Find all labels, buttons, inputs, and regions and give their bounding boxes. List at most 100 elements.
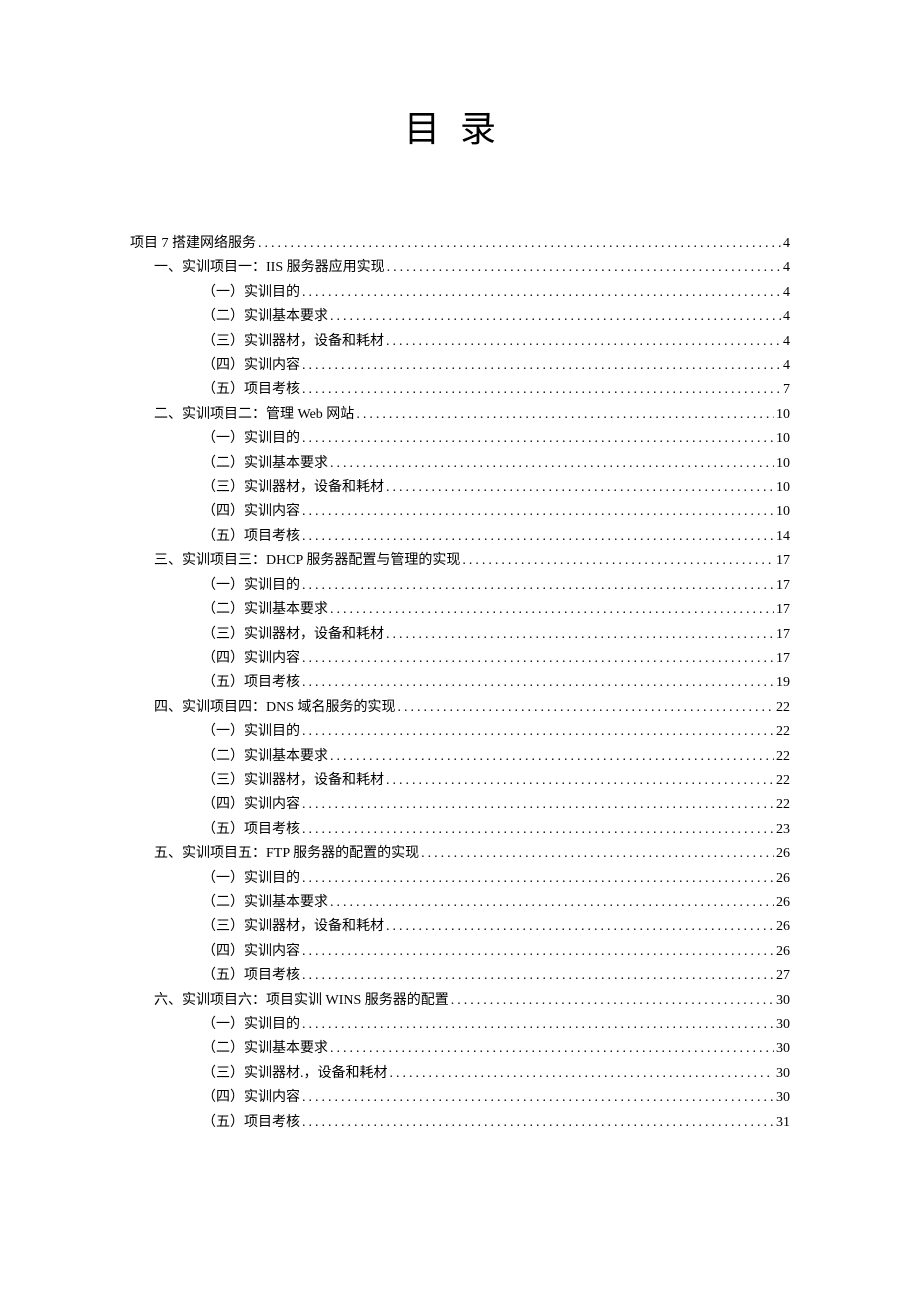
toc-entry-page: 27 xyxy=(776,964,790,988)
toc-entry: （一）实训目的 17 xyxy=(130,574,790,598)
toc-entry-leader xyxy=(302,964,774,988)
toc-entry-label: （四）实训内容 xyxy=(202,940,300,964)
toc-entry-page: 22 xyxy=(776,696,790,720)
toc-entry-label: 项目 7 搭建网络服务 xyxy=(130,232,256,256)
toc-entry: （二）实训基本要求 17 xyxy=(130,598,790,622)
toc-entry: （四）实训内容22 xyxy=(130,793,790,817)
toc-entry-page: 17 xyxy=(776,647,790,671)
toc-entry-label: （二）实训基本要求 xyxy=(202,305,328,329)
toc-entry-label: （一）实训目的 xyxy=(202,867,300,891)
toc-entry-page: 10 xyxy=(776,403,790,427)
toc-entry: （四）实训内容26 xyxy=(130,940,790,964)
toc-entry: （五）项目考核7 xyxy=(130,378,790,402)
toc-entry-label: （三）实训器材，设备和耗材 xyxy=(202,623,384,647)
toc-entry-label: （五）项目考核 xyxy=(202,525,300,549)
toc-entry: （四）实训内容 10 xyxy=(130,500,790,524)
toc-entry-page: 7 xyxy=(783,378,790,402)
toc-entry-label: （四）实训内容 xyxy=(202,647,300,671)
toc-entry-page: 19 xyxy=(776,671,790,695)
toc-entry-leader xyxy=(330,598,774,622)
toc-entry-label: （三）实训器材，设备和耗材 xyxy=(202,769,384,793)
toc-entry: 五、实训项目五：FTP 服务器的配置的实现26 xyxy=(130,842,790,866)
toc-entry: （四）实训内容4 xyxy=(130,354,790,378)
toc-entry-page: 4 xyxy=(783,305,790,329)
toc-entry-leader xyxy=(390,1062,775,1086)
toc-entry-page: 10 xyxy=(776,427,790,451)
toc-entry-leader xyxy=(302,793,774,817)
toc-entry-label: 六、实训项目六：项目实训 WINS 服务器的配置 xyxy=(154,989,449,1013)
toc-entry-leader xyxy=(462,549,774,573)
toc-entry-leader xyxy=(302,354,781,378)
toc-entry-label: （四）实训内容 xyxy=(202,354,300,378)
toc-entry-label: （一）实训目的 xyxy=(202,574,300,598)
toc-entry: （三）实训器材，设备和耗材4 xyxy=(130,330,790,354)
toc-entry: 项目 7 搭建网络服务4 xyxy=(130,232,790,256)
toc-entry: （三）实训器材，设备和耗材26 xyxy=(130,915,790,939)
toc-entry-leader xyxy=(386,330,781,354)
toc-entry-page: 30 xyxy=(776,1037,790,1061)
toc-entry-leader xyxy=(386,476,774,500)
toc-entry-page: 30 xyxy=(776,989,790,1013)
toc-entry-leader xyxy=(356,403,774,427)
toc-entry-label: （五）项目考核 xyxy=(202,964,300,988)
toc-entry-page: 30 xyxy=(776,1013,790,1037)
toc-entry-page: 26 xyxy=(776,915,790,939)
toc-entry-page: 4 xyxy=(783,330,790,354)
toc-entry-leader xyxy=(398,696,774,720)
toc-entry-label: （三）实训器材，设备和耗材 xyxy=(202,476,384,500)
toc-entry-label: （五）项目考核 xyxy=(202,671,300,695)
toc-entry-label: 一、实训项目一：IIS 服务器应用实现 xyxy=(154,256,385,280)
toc-entry-label: （四）实训内容 xyxy=(202,500,300,524)
toc-entry-page: 26 xyxy=(776,891,790,915)
toc-entry-leader xyxy=(302,940,774,964)
toc-entry: （四）实训内容30 xyxy=(130,1086,790,1110)
toc-entry-label: （五）项目考核 xyxy=(202,818,300,842)
toc-entry-label: （二）实训基本要求 xyxy=(202,598,328,622)
toc-entry: （三）实训器材，设备和耗材17 xyxy=(130,623,790,647)
toc-entry-label: （四）实训内容 xyxy=(202,1086,300,1110)
toc-entry-label: （五）项目考核 xyxy=(202,1111,300,1135)
toc-entry: （四）实训内容 17 xyxy=(130,647,790,671)
toc-entry-label: （二）实训基本要求 xyxy=(202,745,328,769)
toc-entry-label: （二）实训基本要求 xyxy=(202,1037,328,1061)
toc-entry-page: 10 xyxy=(776,452,790,476)
toc-entry-leader xyxy=(330,891,774,915)
toc-entry: （一）实训目的 26 xyxy=(130,867,790,891)
toc-entry-label: （二）实训基本要求 xyxy=(202,891,328,915)
toc-entry-page: 17 xyxy=(776,549,790,573)
toc-entry-page: 10 xyxy=(776,500,790,524)
toc-entry: 二、实训项目二：管理 Web 网站10 xyxy=(130,403,790,427)
toc-entry-label: 三、实训项目三：DHCP 服务器配置与管理的实现 xyxy=(154,549,460,573)
page-title: 目录 xyxy=(130,100,790,152)
toc-entry-page: 30 xyxy=(776,1062,790,1086)
toc-entry: 六、实训项目六：项目实训 WINS 服务器的配置 30 xyxy=(130,989,790,1013)
toc-entry-leader xyxy=(302,427,774,451)
toc-entry-leader xyxy=(302,671,774,695)
toc-entry-page: 22 xyxy=(776,720,790,744)
toc-entry-leader xyxy=(421,842,774,866)
toc-entry-page: 17 xyxy=(776,598,790,622)
toc-entry: （二）实训基本要求 30 xyxy=(130,1037,790,1061)
toc-entry-leader xyxy=(302,720,774,744)
toc-entry-page: 26 xyxy=(776,867,790,891)
toc-entry-leader xyxy=(386,623,774,647)
toc-entry-label: （一）实训目的 xyxy=(202,427,300,451)
toc-entry-leader xyxy=(330,745,774,769)
toc-entry: （五）项目考核 19 xyxy=(130,671,790,695)
toc-entry-page: 10 xyxy=(776,476,790,500)
toc-entry-leader xyxy=(302,281,781,305)
toc-entry-leader xyxy=(451,989,774,1013)
toc-entry-leader xyxy=(330,305,781,329)
toc-entry-label: 四、实训项目四：DNS 域名服务的实现 xyxy=(154,696,396,720)
toc-entry-page: 26 xyxy=(776,842,790,866)
toc-entry: （五）项目考核 27 xyxy=(130,964,790,988)
toc-entry: （一）实训目的 10 xyxy=(130,427,790,451)
toc-entry-page: 14 xyxy=(776,525,790,549)
toc-entry-page: 17 xyxy=(776,574,790,598)
toc-entry-page: 31 xyxy=(776,1111,790,1135)
toc-entry: （五）项目考核 14 xyxy=(130,525,790,549)
toc-entry: （三）实训器材，设备和耗材 10 xyxy=(130,476,790,500)
toc-entry-label: （一）实训目的 xyxy=(202,720,300,744)
toc-entry: （一）实训目的30 xyxy=(130,1013,790,1037)
toc-entry-label: （三）实训器材.，设备和耗材 xyxy=(202,1062,388,1086)
